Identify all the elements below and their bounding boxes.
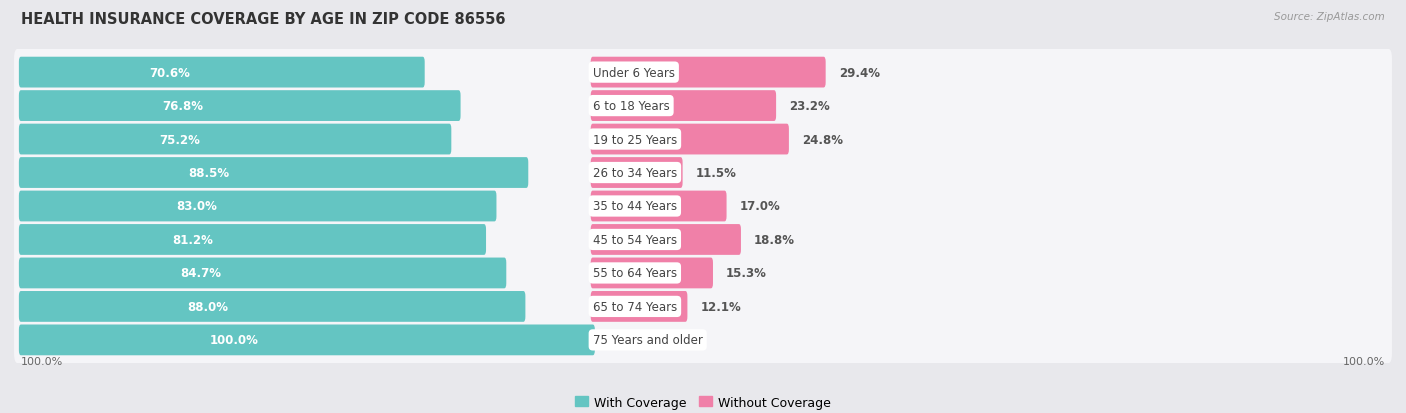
Text: 11.5%: 11.5%	[696, 166, 737, 180]
Text: 70.6%: 70.6%	[149, 66, 190, 79]
FancyBboxPatch shape	[18, 158, 529, 188]
Text: 23.2%: 23.2%	[789, 100, 830, 113]
Text: 81.2%: 81.2%	[172, 233, 214, 247]
Text: 75.2%: 75.2%	[159, 133, 200, 146]
FancyBboxPatch shape	[18, 57, 425, 88]
FancyBboxPatch shape	[18, 225, 486, 255]
FancyBboxPatch shape	[591, 158, 682, 188]
FancyBboxPatch shape	[18, 91, 461, 122]
FancyBboxPatch shape	[591, 291, 688, 322]
Text: 100.0%: 100.0%	[1343, 356, 1385, 366]
Text: 100.0%: 100.0%	[209, 334, 259, 347]
FancyBboxPatch shape	[591, 225, 741, 255]
FancyBboxPatch shape	[14, 316, 1392, 363]
FancyBboxPatch shape	[591, 91, 776, 122]
FancyBboxPatch shape	[18, 191, 496, 222]
Text: 18.8%: 18.8%	[754, 233, 794, 247]
FancyBboxPatch shape	[18, 291, 526, 322]
Text: 12.1%: 12.1%	[700, 300, 741, 313]
Text: 75 Years and older: 75 Years and older	[593, 334, 703, 347]
FancyBboxPatch shape	[14, 150, 1392, 197]
Text: 19 to 25 Years: 19 to 25 Years	[593, 133, 678, 146]
FancyBboxPatch shape	[18, 258, 506, 289]
Text: HEALTH INSURANCE COVERAGE BY AGE IN ZIP CODE 86556: HEALTH INSURANCE COVERAGE BY AGE IN ZIP …	[21, 12, 506, 27]
Text: 88.5%: 88.5%	[188, 166, 229, 180]
Text: 0.0%: 0.0%	[634, 334, 666, 347]
FancyBboxPatch shape	[14, 216, 1392, 263]
Text: 84.7%: 84.7%	[180, 267, 221, 280]
FancyBboxPatch shape	[591, 258, 713, 289]
Text: Source: ZipAtlas.com: Source: ZipAtlas.com	[1274, 12, 1385, 22]
Text: 26 to 34 Years: 26 to 34 Years	[593, 166, 678, 180]
FancyBboxPatch shape	[18, 325, 595, 356]
Text: 17.0%: 17.0%	[740, 200, 780, 213]
Text: 88.0%: 88.0%	[187, 300, 228, 313]
Text: Under 6 Years: Under 6 Years	[593, 66, 675, 79]
FancyBboxPatch shape	[18, 124, 451, 155]
Text: 15.3%: 15.3%	[725, 267, 766, 280]
FancyBboxPatch shape	[591, 57, 825, 88]
FancyBboxPatch shape	[14, 116, 1392, 163]
Text: 29.4%: 29.4%	[839, 66, 880, 79]
FancyBboxPatch shape	[14, 250, 1392, 297]
Text: 6 to 18 Years: 6 to 18 Years	[593, 100, 669, 113]
Text: 55 to 64 Years: 55 to 64 Years	[593, 267, 676, 280]
Text: 83.0%: 83.0%	[176, 200, 217, 213]
Text: 45 to 54 Years: 45 to 54 Years	[593, 233, 676, 247]
FancyBboxPatch shape	[14, 83, 1392, 130]
Text: 65 to 74 Years: 65 to 74 Years	[593, 300, 678, 313]
FancyBboxPatch shape	[591, 124, 789, 155]
Text: 100.0%: 100.0%	[21, 356, 63, 366]
Legend: With Coverage, Without Coverage: With Coverage, Without Coverage	[571, 391, 835, 413]
Text: 24.8%: 24.8%	[801, 133, 844, 146]
FancyBboxPatch shape	[591, 191, 727, 222]
FancyBboxPatch shape	[14, 283, 1392, 330]
Text: 35 to 44 Years: 35 to 44 Years	[593, 200, 676, 213]
FancyBboxPatch shape	[14, 50, 1392, 97]
Text: 76.8%: 76.8%	[163, 100, 204, 113]
FancyBboxPatch shape	[14, 183, 1392, 230]
